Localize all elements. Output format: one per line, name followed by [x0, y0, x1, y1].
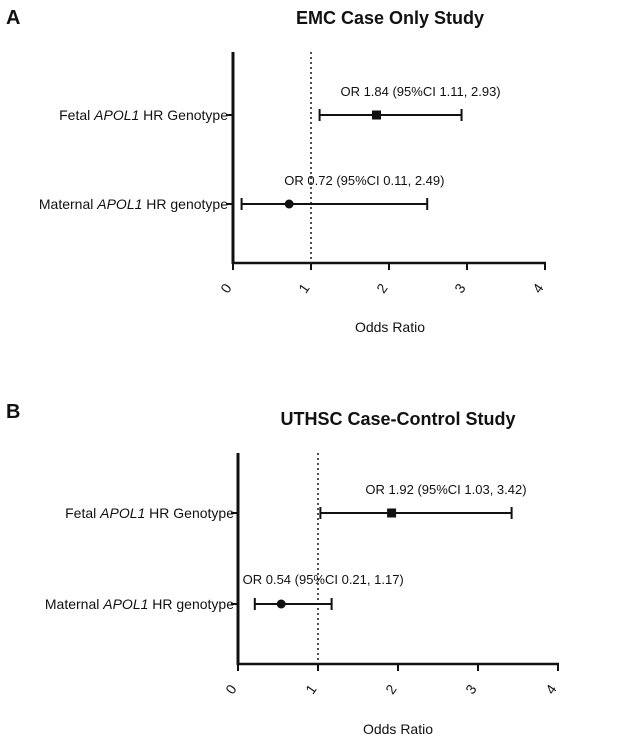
x-tick-label: 3 — [451, 280, 469, 296]
point-estimate-circle — [276, 599, 286, 609]
panel-b: B UTHSC Case-Control Study 0 1 2 3 4 Odds Ratio… — [6, 401, 560, 737]
or-annotation: OR 0.72 (95%CI 0.11, 2.49) — [284, 173, 444, 188]
category-label-prefix: Fetal — [59, 107, 94, 123]
panel-a: A EMC Case Only Study 0 1 2 3 4 Odds Ratio Fetal… — [6, 7, 547, 335]
panel-letter: B — [6, 401, 20, 423]
x-tick-label: 4 — [542, 681, 560, 697]
category-label-prefix: Fetal — [65, 505, 100, 521]
category-label-gene: APOL1 — [93, 107, 139, 123]
x-tick-label: 0 — [217, 280, 235, 296]
or-annotation: OR 1.92 (95%CI 1.03, 3.42) — [365, 482, 526, 497]
category-label-suffix: HR genotype — [148, 596, 234, 612]
x-tick-label: 1 — [302, 681, 320, 697]
panel-letter: A — [6, 7, 20, 29]
category-label-gene: APOL1 — [102, 596, 148, 612]
category-label-gene: APOL1 — [99, 505, 145, 521]
or-annotation: OR 0.54 (95%CI 0.21, 1.17) — [243, 572, 404, 587]
x-tick-label: 1 — [295, 280, 313, 296]
chart-title: UTHSC Case-Control Study — [280, 409, 515, 429]
x-axis-label: Odds Ratio — [363, 721, 433, 737]
category-label-gene: APOL1 — [96, 196, 142, 212]
category-label: Fetal APOL1 HR Genotype — [59, 107, 228, 123]
chart-title: EMC Case Only Study — [296, 8, 484, 28]
point-estimate-square — [372, 110, 382, 120]
category-label: Fetal APOL1 HR Genotype — [65, 505, 234, 521]
category-label-suffix: HR Genotype — [145, 505, 234, 521]
x-tick-label: 3 — [462, 681, 480, 697]
category-label: Maternal APOL1 HR genotype — [39, 196, 228, 212]
point-estimate-circle — [284, 199, 294, 209]
x-tick-label: 0 — [222, 681, 240, 697]
point-estimate-square — [387, 508, 397, 518]
x-tick-label: 4 — [529, 280, 547, 296]
category-label-suffix: HR genotype — [142, 196, 228, 212]
x-tick-label: 2 — [382, 681, 400, 697]
category-label-prefix: Maternal — [45, 596, 103, 612]
category-label: Maternal APOL1 HR genotype — [45, 596, 234, 612]
x-tick-label: 2 — [373, 280, 391, 296]
category-label-suffix: HR Genotype — [139, 107, 228, 123]
or-annotation: OR 1.84 (95%CI 1.11, 2.93) — [340, 84, 500, 99]
x-axis-label: Odds Ratio — [355, 319, 425, 335]
category-label-prefix: Maternal — [39, 196, 97, 212]
